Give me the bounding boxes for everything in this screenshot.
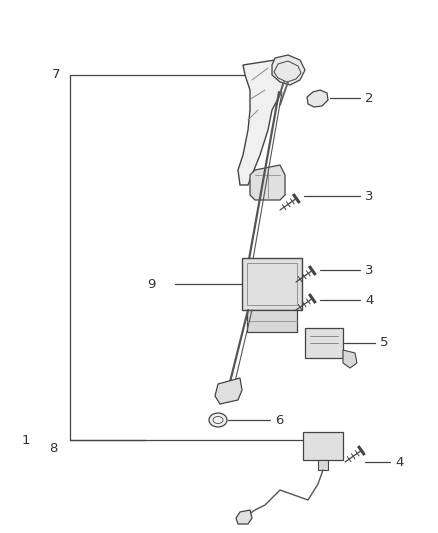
Polygon shape (303, 432, 343, 460)
Polygon shape (250, 165, 285, 200)
Polygon shape (318, 460, 328, 470)
Polygon shape (307, 90, 328, 107)
Text: 6: 6 (275, 414, 283, 426)
Text: 9: 9 (147, 278, 155, 290)
Polygon shape (236, 510, 252, 524)
Polygon shape (343, 350, 357, 368)
Text: 3: 3 (365, 190, 374, 203)
Ellipse shape (213, 416, 223, 424)
Polygon shape (272, 55, 305, 85)
Text: 1: 1 (21, 433, 30, 447)
Text: 4: 4 (365, 294, 373, 306)
Text: 3: 3 (365, 263, 374, 277)
Text: 7: 7 (52, 69, 60, 82)
Polygon shape (247, 310, 297, 332)
Polygon shape (215, 378, 242, 404)
Text: 2: 2 (365, 92, 374, 104)
Ellipse shape (209, 413, 227, 427)
Polygon shape (242, 258, 302, 310)
Text: 5: 5 (380, 336, 389, 350)
Text: 4: 4 (395, 456, 403, 469)
Polygon shape (305, 328, 343, 358)
Polygon shape (238, 60, 285, 185)
Text: 8: 8 (49, 441, 58, 455)
